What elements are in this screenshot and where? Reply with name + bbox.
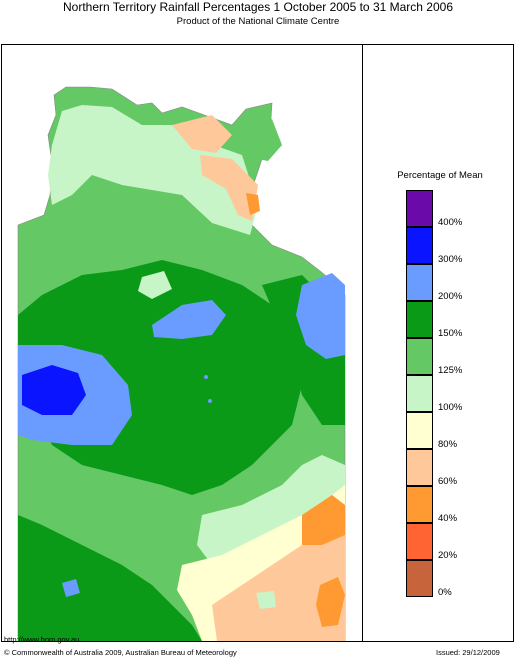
- legend-swatch: [406, 560, 433, 597]
- zone-blue-speck-2: [208, 399, 212, 403]
- legend-label: 0%: [438, 587, 452, 598]
- legend-label: 150%: [438, 328, 463, 339]
- zone-peach-north-2: [200, 155, 258, 221]
- legend-label: 60%: [438, 476, 458, 487]
- zone-orange-se-1: [302, 495, 345, 545]
- legend-swatch: [406, 338, 433, 375]
- zone-deep-blue-west: [22, 365, 86, 415]
- legend-swatch: [406, 227, 433, 264]
- zone-peach-north: [172, 115, 232, 153]
- map-frame: [1, 44, 514, 642]
- zone-mid-green-a: [52, 485, 162, 565]
- legend-swatch: [406, 301, 433, 338]
- legend-swatch: [406, 190, 433, 227]
- legend-swatch: [406, 375, 433, 412]
- legend-swatch: [406, 449, 433, 486]
- zone-blue-central: [152, 300, 226, 339]
- zone-blue-speck: [204, 375, 208, 379]
- legend-swatch: [406, 412, 433, 449]
- legend-swatch: [406, 523, 433, 560]
- zone-orange-north: [246, 193, 260, 215]
- legend-label: 100%: [438, 402, 463, 413]
- legend-label: 40%: [438, 513, 458, 524]
- rainfall-map: [17, 86, 346, 641]
- legend-label: 80%: [438, 439, 458, 450]
- footer-copyright: © Commonwealth of Australia 2009, Austra…: [4, 648, 237, 657]
- zone-dark-green-sw: [18, 515, 202, 641]
- zone-light-green-north: [48, 105, 258, 235]
- map-subtitle: Product of the National Climate Centre: [176, 16, 340, 27]
- legend-divider: [362, 44, 363, 642]
- footer-url[interactable]: http://www.bom.gov.au: [4, 635, 80, 644]
- legend-swatch: [406, 486, 433, 523]
- zone-peach-se: [212, 515, 345, 641]
- legend-label: 20%: [438, 550, 458, 561]
- zone-blue-sw-island: [62, 579, 80, 597]
- zone-light-green-island: [138, 271, 172, 299]
- footer-issued: Issued: 29/12/2009: [436, 648, 500, 657]
- map-title: Northern Territory Rainfall Percentages …: [63, 0, 453, 14]
- legend-label: 300%: [438, 254, 463, 265]
- legend-title: Percentage of Mean: [397, 170, 483, 181]
- legend-label: 200%: [438, 291, 463, 302]
- zone-dark-green-ne-island: [246, 119, 282, 161]
- legend-label: 125%: [438, 365, 463, 376]
- zone-light-green-island-s: [256, 591, 276, 609]
- zone-light-green-se: [197, 455, 345, 575]
- legend-swatch: [406, 264, 433, 301]
- zone-blue-east: [296, 273, 345, 359]
- zone-orange-se-2: [316, 577, 345, 627]
- legend-label: 400%: [438, 217, 463, 228]
